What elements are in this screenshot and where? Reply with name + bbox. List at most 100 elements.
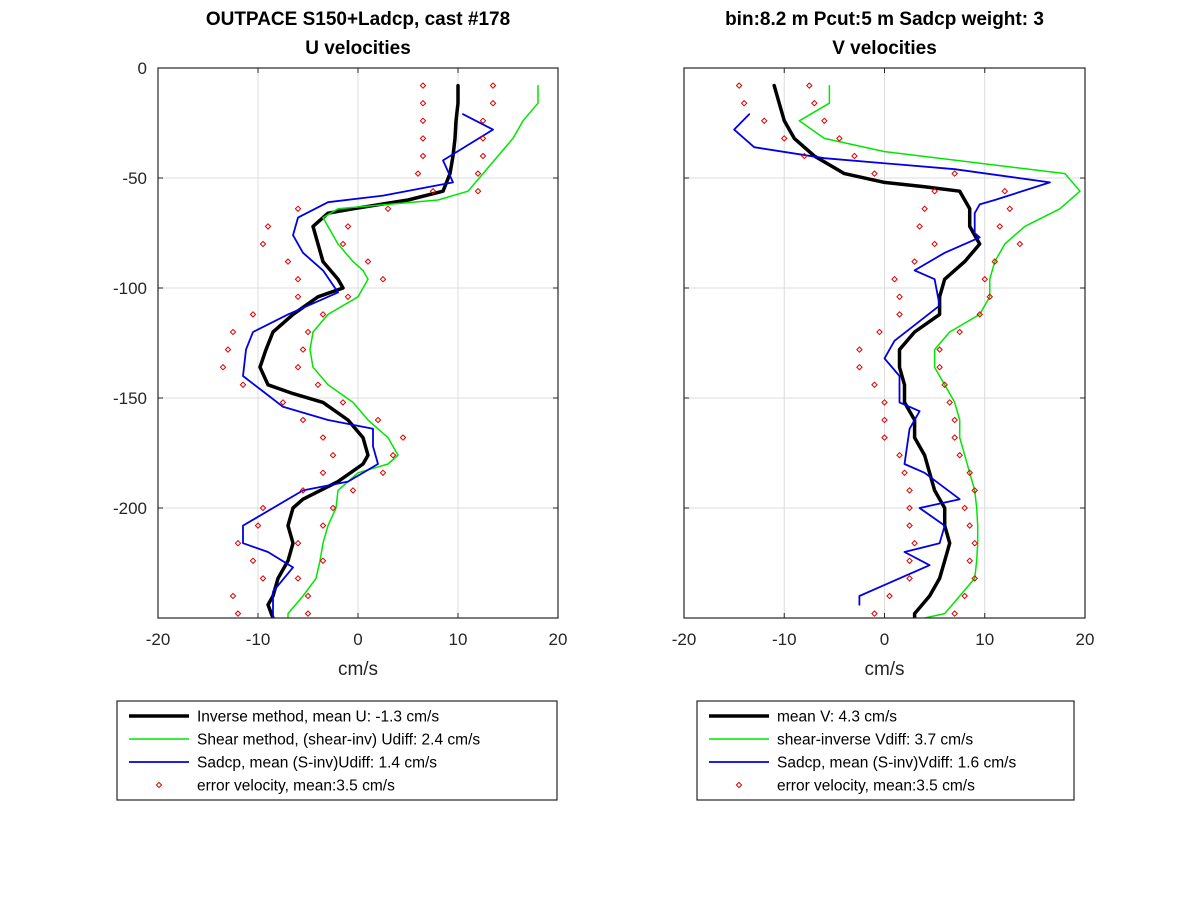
error-velocity-marker bbox=[871, 381, 878, 389]
error-velocity-marker bbox=[294, 293, 302, 301]
error-velocity-marker bbox=[856, 346, 863, 353]
error-velocity-marker bbox=[856, 363, 863, 371]
error-velocity-marker bbox=[851, 152, 858, 160]
error-velocity-marker bbox=[951, 170, 958, 177]
x-tick-label: 20 bbox=[1076, 630, 1095, 649]
error-velocity-marker bbox=[991, 258, 999, 265]
x-tick-label: -10 bbox=[772, 630, 797, 649]
x-tick-label: 10 bbox=[975, 630, 994, 649]
error-velocity-marker bbox=[971, 539, 979, 547]
legend-entry: error velocity, mean:3.5 cm/s bbox=[777, 778, 975, 795]
series-line-1 bbox=[287, 84, 539, 618]
error-velocity-marker bbox=[931, 240, 938, 248]
x-tick-label: 20 bbox=[549, 630, 568, 649]
error-velocity-marker bbox=[911, 539, 918, 547]
error-velocity-marker bbox=[294, 539, 302, 547]
error-velocity-marker bbox=[319, 311, 327, 318]
error-velocity-marker bbox=[294, 363, 302, 371]
error-velocity-marker bbox=[389, 451, 397, 459]
x-axis-label: cm/s bbox=[864, 659, 904, 680]
error-velocity-marker bbox=[219, 363, 227, 371]
error-velocity-marker bbox=[304, 592, 312, 600]
x-tick-label: 0 bbox=[353, 630, 362, 649]
error-velocity-marker bbox=[489, 99, 497, 107]
error-velocity-marker bbox=[374, 416, 382, 424]
error-velocity-marker bbox=[419, 99, 427, 107]
x-tick-label: 0 bbox=[880, 630, 889, 649]
error-velocity-marker bbox=[384, 205, 392, 213]
series-line-0 bbox=[258, 83, 460, 618]
series-line-0 bbox=[772, 83, 982, 618]
error-velocity-marker bbox=[821, 117, 828, 125]
legend-entry: Shear method, (shear-inv) Udiff: 2.4 cm/… bbox=[197, 732, 480, 749]
error-velocity-marker bbox=[474, 187, 482, 195]
error-velocity-marker bbox=[881, 399, 888, 406]
error-velocity-marker bbox=[304, 328, 312, 336]
error-velocity-marker bbox=[284, 258, 292, 265]
error-velocity-marker bbox=[399, 434, 407, 441]
error-velocity-marker bbox=[961, 592, 969, 600]
x-tick-label: -10 bbox=[246, 630, 271, 649]
plot-data bbox=[733, 82, 1081, 618]
error-velocity-marker bbox=[921, 205, 928, 213]
y-tick-label: -150 bbox=[113, 389, 147, 408]
error-velocity-marker bbox=[479, 152, 487, 160]
error-velocity-marker bbox=[896, 451, 903, 459]
legend-swatch-marker bbox=[155, 781, 163, 789]
error-velocity-marker bbox=[254, 522, 262, 529]
error-velocity-marker bbox=[259, 575, 267, 582]
error-velocity-marker bbox=[951, 434, 958, 441]
error-velocity-marker bbox=[474, 170, 482, 177]
legend-box bbox=[116, 700, 558, 801]
error-velocity-marker bbox=[966, 522, 974, 529]
error-velocity-marker bbox=[344, 293, 352, 301]
plot-data bbox=[219, 82, 539, 618]
error-velocity-marker bbox=[996, 223, 1004, 230]
chart-title: OUTPACE S150+Ladcp, cast #178 bbox=[206, 9, 510, 30]
error-velocity-marker bbox=[339, 399, 347, 406]
error-velocity-marker bbox=[279, 399, 287, 406]
chart-subtitle: U velocities bbox=[305, 38, 411, 59]
u-velocity-panel: OUTPACE S150+Ladcp, cast #178 U velocitie… bbox=[113, 9, 568, 801]
error-velocity-marker bbox=[239, 381, 247, 389]
error-velocity-marker bbox=[800, 152, 808, 160]
error-velocity-marker bbox=[294, 205, 302, 213]
series-line-2 bbox=[242, 113, 494, 618]
error-velocity-marker bbox=[735, 82, 743, 89]
error-velocity-marker bbox=[319, 522, 327, 529]
error-velocity-marker bbox=[414, 170, 422, 177]
y-tick-label: -200 bbox=[113, 499, 147, 518]
error-velocity-marker bbox=[304, 610, 312, 617]
error-velocity-marker bbox=[811, 99, 818, 107]
error-velocity-marker bbox=[976, 311, 984, 318]
legend-entry: error velocity, mean:3.5 cm/s bbox=[197, 778, 395, 795]
error-velocity-marker bbox=[760, 117, 768, 125]
error-velocity-marker bbox=[1016, 240, 1024, 248]
error-velocity-marker bbox=[906, 557, 913, 565]
error-velocity-marker bbox=[264, 223, 272, 230]
error-velocity-marker bbox=[956, 451, 963, 459]
error-velocity-marker bbox=[906, 522, 913, 529]
legend: Inverse method, mean U: -1.3 cm/s Shear m… bbox=[116, 700, 558, 801]
error-velocity-marker bbox=[951, 610, 958, 617]
error-velocity-marker bbox=[966, 469, 974, 477]
error-velocity-marker bbox=[871, 170, 878, 177]
error-velocity-marker bbox=[234, 539, 242, 547]
error-velocity-marker bbox=[419, 117, 427, 125]
error-velocity-marker bbox=[419, 135, 427, 142]
error-velocity-marker bbox=[881, 434, 888, 441]
error-velocity-marker bbox=[379, 469, 387, 477]
error-velocity-marker bbox=[941, 381, 948, 389]
error-velocity-marker bbox=[249, 557, 257, 565]
error-velocity-marker bbox=[339, 240, 347, 248]
error-velocity-marker bbox=[229, 592, 237, 600]
chart-subtitle: V velocities bbox=[832, 38, 937, 59]
error-velocity-marker bbox=[329, 504, 337, 512]
error-velocity-marker bbox=[961, 504, 969, 512]
error-velocity-marker bbox=[419, 152, 427, 160]
legend-entry: mean V: 4.3 cm/s bbox=[777, 709, 897, 726]
legend: mean V: 4.3 cm/s shear-inverse Vdiff: 3.7… bbox=[696, 700, 1075, 801]
error-velocity-marker bbox=[234, 610, 242, 617]
error-velocity-marker bbox=[901, 469, 908, 477]
